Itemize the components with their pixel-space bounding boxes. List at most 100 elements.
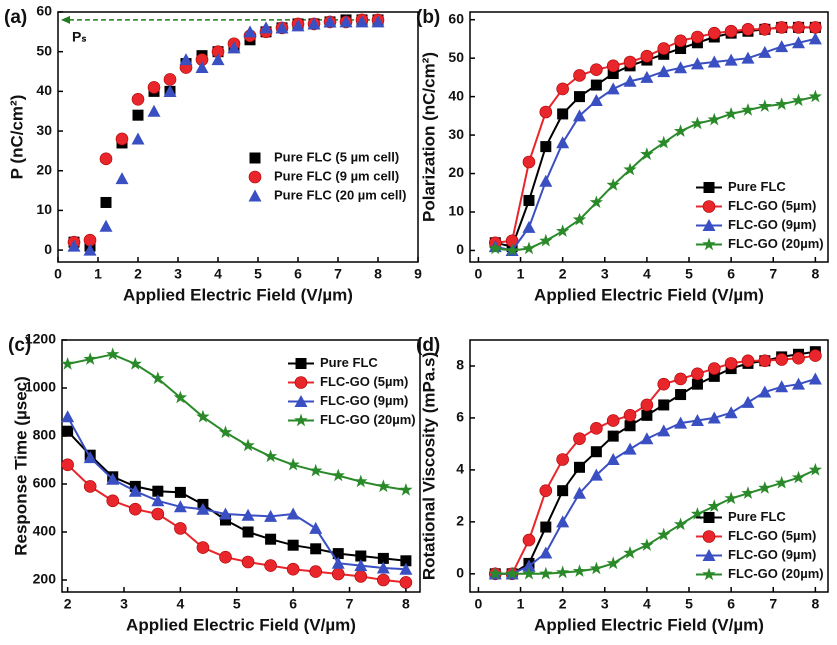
legend-marker [249,152,261,164]
x-tick-label: 5 [685,266,693,282]
marker [606,414,620,427]
marker [377,573,390,587]
marker [339,15,353,28]
marker [241,438,255,452]
marker [83,352,97,365]
y-tick-label: 8 [456,357,464,373]
marker [539,566,553,580]
series-line [66,464,407,584]
legend-label: Pure FLC (5 µm cell) [274,149,399,164]
marker [286,457,300,471]
series-line [495,378,816,575]
legend-label: FLC-GO (20µm) [320,412,416,427]
marker [211,53,225,66]
marker [724,357,738,370]
y-axis-label: Response Time (µsec) [11,376,30,556]
marker [724,53,738,66]
marker [522,220,536,233]
y-tick-label: 60 [448,10,464,26]
y-tick-label: 4 [456,461,464,477]
marker [674,372,687,386]
arrow-head [61,15,70,24]
marker [606,453,620,466]
x-tick-label: 2 [64,596,72,612]
marker [242,526,254,538]
panel-label: (c) [8,335,31,356]
marker [307,17,321,30]
marker [83,243,97,256]
marker [371,15,385,28]
marker [195,61,209,74]
y-tick-label: 20 [36,161,52,177]
marker [707,362,721,375]
marker [61,357,75,370]
marker [707,26,721,40]
marker [573,432,586,446]
marker [707,112,721,126]
marker [690,116,705,130]
marker [522,559,536,572]
marker [691,30,704,44]
legend-marker [703,182,715,193]
marker [623,442,637,455]
marker [573,109,587,122]
marker [539,484,553,497]
legend-label: Pure FLC [320,355,378,370]
x-tick-label: 8 [811,596,819,612]
marker [147,104,161,117]
legend-marker [702,237,716,251]
y-tick-label: 10 [448,203,464,219]
marker [488,241,502,255]
marker [522,566,536,580]
marker [589,195,603,208]
x-tick-label: 3 [174,266,182,282]
x-tick-label: 6 [727,266,735,282]
marker [556,515,570,528]
x-tick-label: 4 [214,266,222,282]
marker [572,564,587,577]
marker [724,491,738,505]
panel-label: (a) [4,7,27,28]
x-tick-label: 5 [685,596,693,612]
marker [522,241,536,255]
y-tick-label: 1200 [25,331,56,347]
marker [174,522,187,535]
marker [775,21,788,34]
marker [606,178,620,191]
marker [657,377,671,391]
x-tick-label: 9 [414,266,422,282]
y-tick-label: 600 [33,475,57,491]
marker [83,451,97,464]
marker [400,555,412,567]
marker [572,212,587,226]
marker [196,409,210,423]
marker [690,507,705,520]
y-tick-label: 800 [33,427,57,443]
legend-marker [702,219,716,231]
marker [522,533,536,547]
marker [259,21,273,34]
marker [505,243,519,257]
marker [106,347,120,361]
marker [674,61,688,74]
marker [691,367,704,381]
x-tick-label: 7 [346,596,354,612]
x-tick-label: 4 [176,596,184,612]
panel: 0 1 2 3 4 5 6 7 8 0 10 20 30 40 50 60 Applied Electric F… [416,7,829,304]
marker [399,576,413,589]
marker [675,389,687,401]
marker [556,82,569,96]
marker [741,486,755,499]
legend-label: FLC-GO (20µm) [728,566,824,581]
marker [758,354,772,368]
y-tick-label: 30 [36,122,52,138]
marker [557,108,569,120]
marker [724,106,738,120]
marker [291,19,305,32]
marker [758,23,772,36]
legend-label: FLC-GO (5µm) [320,374,408,389]
marker [309,463,323,477]
marker [263,449,278,463]
marker [488,566,502,580]
marker [128,484,142,497]
